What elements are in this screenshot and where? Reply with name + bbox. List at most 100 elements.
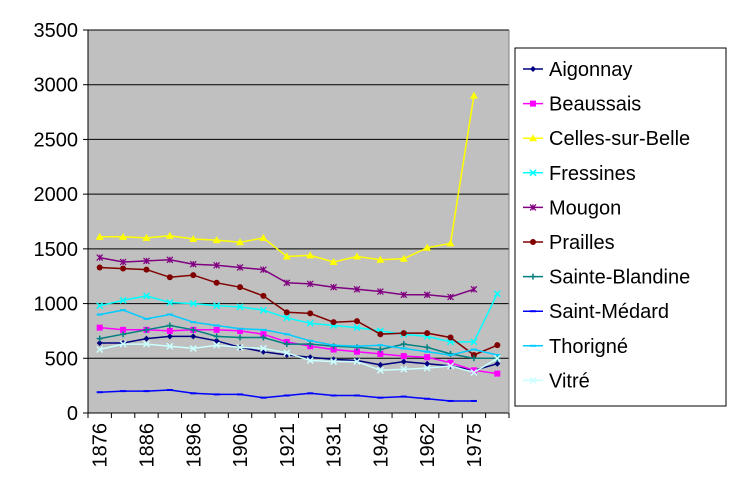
data-point bbox=[470, 368, 478, 377]
legend-marker bbox=[529, 169, 537, 177]
series-3 bbox=[96, 290, 501, 346]
legend-label: Prailles bbox=[549, 232, 615, 254]
data-point bbox=[120, 326, 127, 333]
data-point bbox=[400, 353, 407, 360]
data-point bbox=[213, 302, 221, 310]
series-layer bbox=[95, 91, 501, 402]
data-point bbox=[283, 341, 290, 348]
data-point bbox=[119, 296, 127, 304]
legend-label: Mougon bbox=[549, 197, 621, 219]
data-point bbox=[306, 356, 314, 365]
data-point bbox=[423, 291, 431, 299]
data-point bbox=[283, 314, 291, 322]
data-point bbox=[119, 258, 127, 266]
data-point bbox=[494, 342, 501, 349]
data-point bbox=[470, 285, 478, 293]
legend-box bbox=[514, 47, 727, 407]
legend-label: Aigonnay bbox=[549, 59, 632, 81]
data-point bbox=[259, 233, 268, 241]
data-point bbox=[143, 326, 150, 333]
series-2 bbox=[95, 91, 478, 265]
data-point bbox=[213, 279, 220, 286]
legend-item: Prailles bbox=[523, 232, 615, 254]
data-point bbox=[446, 239, 455, 247]
data-point bbox=[307, 341, 314, 348]
data-point bbox=[400, 291, 408, 299]
data-point bbox=[306, 280, 314, 288]
y-axis-ticks: 0 500 1000 1500 2000 2500 3000 3500 bbox=[34, 20, 88, 425]
data-point bbox=[353, 358, 361, 366]
data-point bbox=[376, 366, 384, 374]
data-point bbox=[447, 359, 454, 366]
data-point bbox=[330, 319, 337, 326]
data-point bbox=[96, 302, 104, 310]
data-point bbox=[143, 257, 150, 265]
legend-marker bbox=[530, 239, 536, 245]
x-tick-label: 1962 bbox=[417, 423, 439, 468]
data-point bbox=[143, 335, 150, 342]
data-point bbox=[259, 344, 267, 352]
data-point bbox=[424, 360, 431, 367]
legend-item: Vitré bbox=[523, 370, 590, 392]
legend-marker bbox=[530, 66, 536, 72]
data-point bbox=[446, 362, 455, 370]
data-point bbox=[213, 333, 220, 340]
legend: Aigonnay Beaussais Celles-sur-Belle Fressin… bbox=[514, 47, 727, 407]
x-tick-label: 1896 bbox=[183, 423, 205, 468]
data-point bbox=[259, 266, 267, 274]
legend-item: Aigonnay bbox=[523, 59, 632, 81]
data-point bbox=[470, 338, 478, 346]
data-point bbox=[165, 231, 174, 239]
data-point bbox=[95, 232, 104, 240]
data-point bbox=[166, 274, 173, 281]
series-7 bbox=[96, 389, 477, 402]
data-point bbox=[283, 279, 291, 287]
data-point bbox=[119, 340, 127, 348]
x-axis-ticks: 1876 1886 1896 1906 1921 1931 1946 1962 1975 bbox=[87, 413, 510, 468]
data-point bbox=[213, 326, 220, 333]
data-point bbox=[190, 272, 197, 279]
data-point bbox=[469, 91, 478, 99]
data-point bbox=[470, 352, 477, 359]
data-point bbox=[237, 284, 244, 291]
legend-item: Beaussais bbox=[523, 94, 641, 116]
data-point bbox=[493, 354, 501, 362]
data-point bbox=[493, 290, 501, 298]
series-line bbox=[99, 293, 498, 343]
data-point bbox=[96, 264, 103, 271]
legend-item: Mougon bbox=[523, 197, 621, 219]
legend-item: Sainte-Blandine bbox=[523, 267, 690, 289]
legend-label: Celles-sur-Belle bbox=[549, 128, 690, 150]
plot-background bbox=[88, 30, 509, 413]
data-point bbox=[96, 339, 103, 346]
legend-label: Sainte-Blandine bbox=[549, 267, 690, 289]
data-point bbox=[282, 252, 291, 260]
data-point bbox=[447, 334, 454, 341]
data-point bbox=[212, 236, 221, 244]
series-8 bbox=[96, 309, 501, 357]
legend-item: Saint-Médard bbox=[523, 301, 669, 323]
data-point bbox=[329, 257, 338, 265]
data-point bbox=[189, 260, 197, 268]
series-line bbox=[99, 343, 498, 374]
data-point bbox=[142, 233, 151, 241]
data-point bbox=[120, 265, 127, 272]
data-point bbox=[166, 298, 174, 307]
data-point bbox=[189, 344, 197, 352]
y-tick-label: 2000 bbox=[34, 184, 79, 206]
data-point bbox=[96, 324, 103, 331]
legend-marker bbox=[530, 273, 536, 280]
series-6 bbox=[96, 322, 501, 362]
data-point bbox=[377, 331, 384, 338]
data-point bbox=[166, 256, 174, 264]
legend-label: Saint-Médard bbox=[549, 301, 669, 323]
data-point bbox=[259, 306, 267, 314]
data-point bbox=[189, 235, 198, 243]
data-point bbox=[306, 251, 315, 259]
data-point bbox=[470, 367, 477, 374]
data-point bbox=[353, 348, 360, 355]
data-point bbox=[260, 331, 267, 338]
data-point bbox=[423, 364, 431, 372]
data-point bbox=[330, 346, 337, 353]
